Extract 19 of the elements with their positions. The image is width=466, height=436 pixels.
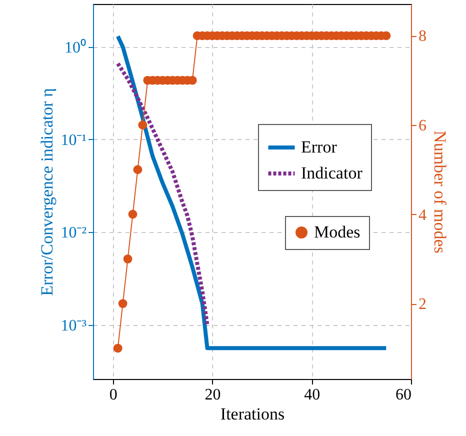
y2-tick-label: 8 bbox=[418, 28, 426, 46]
legend-label: Indicator bbox=[301, 164, 363, 182]
y-tick-label: 10⁻³ bbox=[60, 317, 87, 334]
x-tick-label: 40 bbox=[304, 386, 320, 404]
x-axis-title: Iterations bbox=[220, 404, 285, 424]
y2-tick-label: 2 bbox=[418, 296, 426, 314]
x-tick-label: 0 bbox=[109, 386, 118, 404]
y-tick-label: 10⁻² bbox=[60, 224, 87, 242]
x-tick-label: 60 bbox=[396, 386, 412, 404]
y-tick-label: 10⁻¹ bbox=[60, 132, 87, 149]
legend-label: Modes bbox=[314, 222, 360, 242]
y2-axis-title: Number of modes bbox=[430, 130, 450, 254]
y2-tick-label: 6 bbox=[418, 117, 426, 134]
line-series bbox=[116, 62, 210, 327]
y-axis-title: Error/Convergence indicator η bbox=[38, 88, 57, 296]
y2-tick-label: 4 bbox=[418, 206, 426, 224]
x-tick-label: 20 bbox=[204, 386, 221, 404]
y-tick-label: 10⁰ bbox=[64, 38, 86, 56]
legend-label: Error bbox=[301, 138, 338, 156]
